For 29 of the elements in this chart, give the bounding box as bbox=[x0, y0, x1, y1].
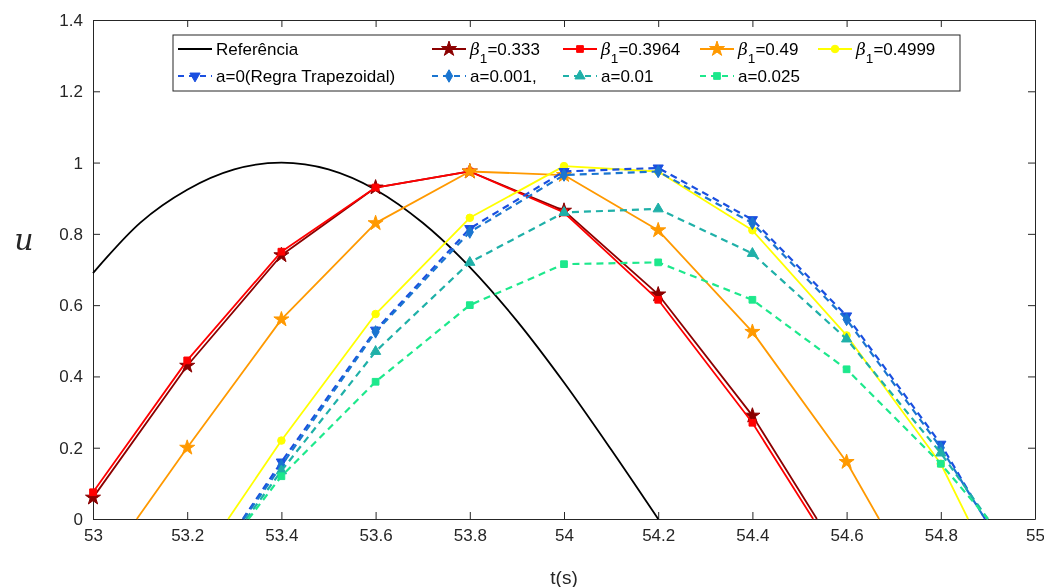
legend-label: β$_{1}$=0.4999 bbox=[855, 39, 936, 66]
y-tick-label: 0 bbox=[73, 509, 83, 529]
x-tick-label: 53.2 bbox=[171, 526, 205, 546]
x-tick-label: 54.6 bbox=[830, 526, 864, 546]
y-tick-label: 0.6 bbox=[59, 296, 83, 316]
legend-label: β$_{1}$=0.49 bbox=[737, 39, 799, 66]
legend-label: Referência bbox=[216, 40, 299, 59]
legend-label: β$_{1}$=0.333 bbox=[469, 39, 540, 66]
x-tick-label: 54.8 bbox=[924, 526, 958, 546]
x-tick-label: 54.4 bbox=[736, 526, 770, 546]
x-tick-label: 53.4 bbox=[265, 526, 299, 546]
y-tick-label: 0.4 bbox=[59, 367, 83, 387]
y-tick-label: 1.2 bbox=[59, 82, 83, 102]
y-axis-title: u bbox=[14, 221, 34, 257]
legend-label: β$_{1}$=0.3964 bbox=[600, 39, 681, 66]
x-tick-label: 53 bbox=[84, 526, 103, 546]
legend-label: a=0.025 bbox=[738, 67, 800, 86]
y-tick-label: 0.8 bbox=[59, 224, 83, 244]
x-tick-label: 54.2 bbox=[642, 526, 676, 546]
x-tick-label: 53.8 bbox=[453, 526, 487, 546]
y-tick-label: 1.4 bbox=[59, 10, 83, 30]
legend-label: a=0.001, bbox=[470, 67, 537, 86]
x-tick-label: 55 bbox=[1026, 526, 1044, 546]
y-tick-label: 0.2 bbox=[59, 438, 83, 458]
legend-label: a=0.01 bbox=[601, 67, 654, 86]
legend-label: a=0(Regra Trapezoidal) bbox=[216, 67, 396, 86]
y-tick-label: 1 bbox=[73, 153, 83, 173]
x-tick-label: 54 bbox=[555, 526, 574, 546]
x-tick-label: 53.6 bbox=[359, 526, 393, 546]
